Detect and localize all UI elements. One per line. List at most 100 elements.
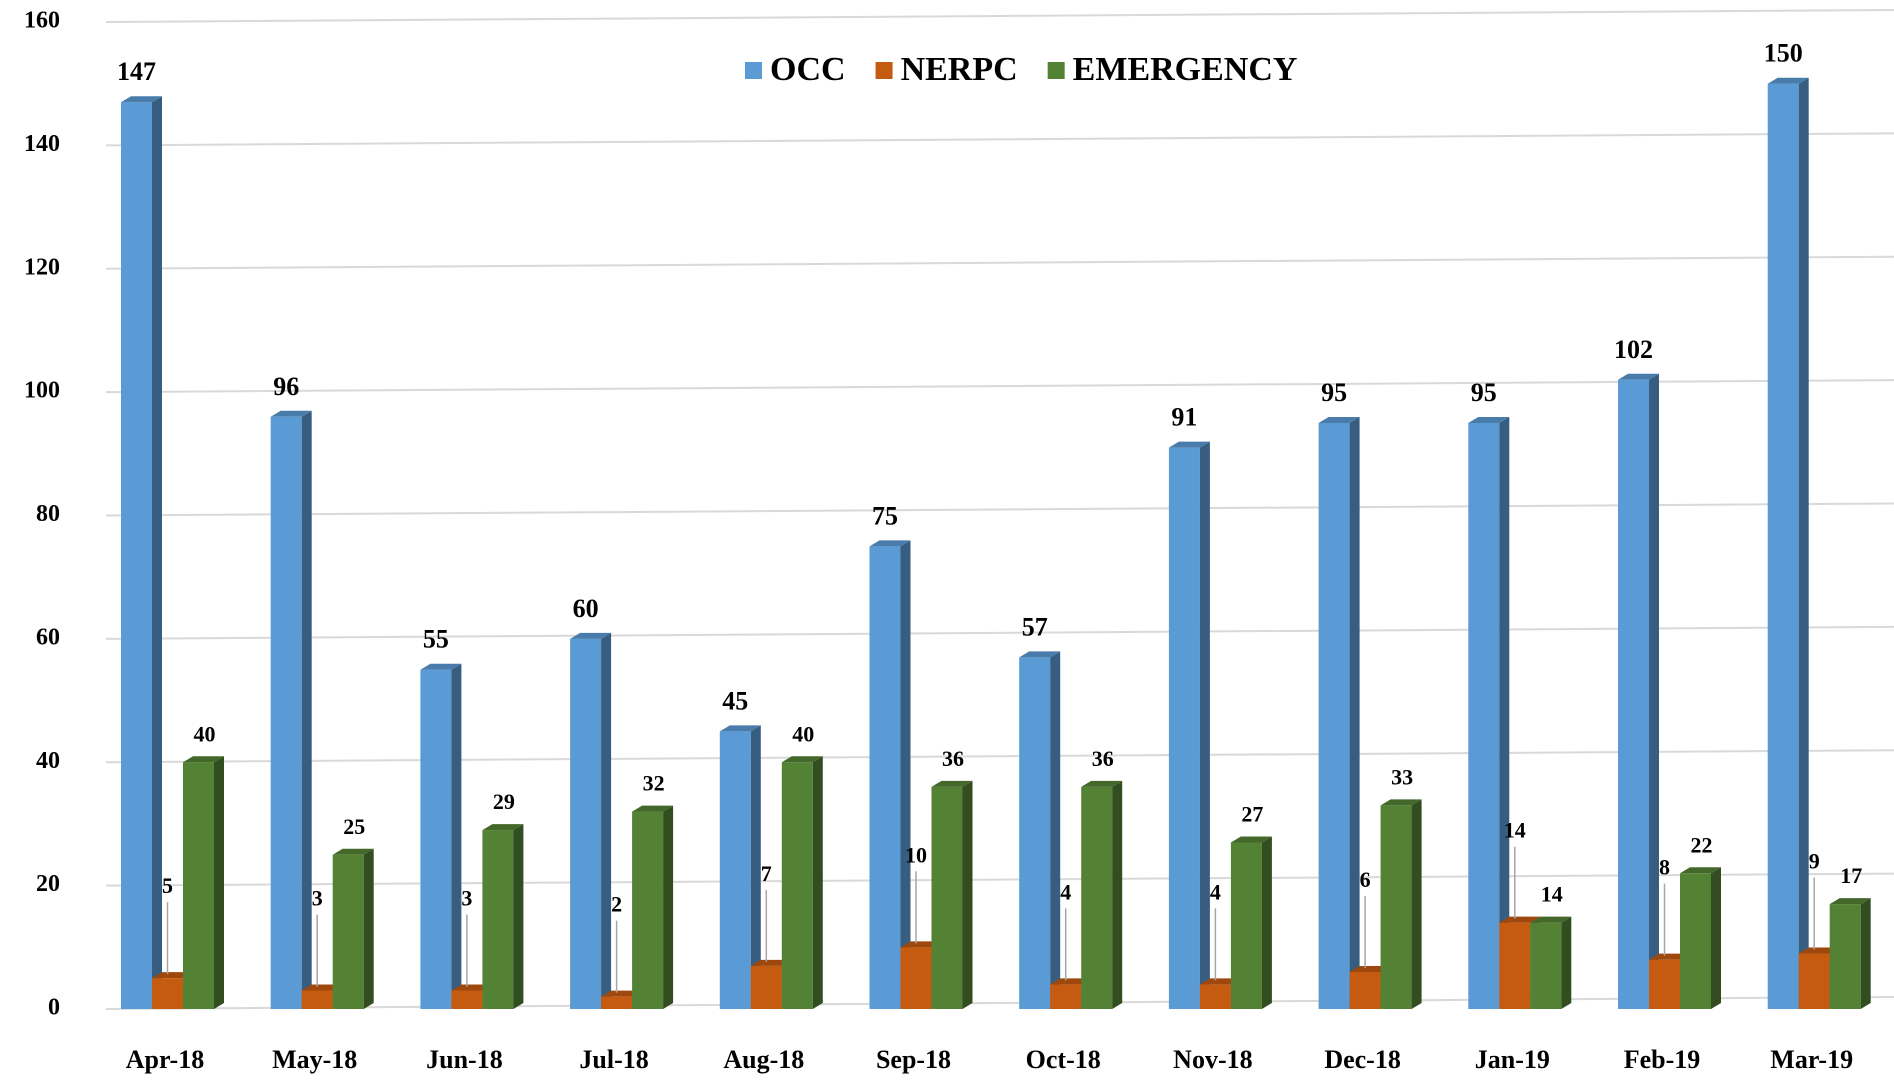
- bar-top: [750, 959, 792, 966]
- bar-front: [719, 731, 751, 1009]
- grid-line: [105, 749, 1894, 764]
- bar-top: [1168, 441, 1210, 448]
- data-label: 14: [1541, 882, 1563, 907]
- bar-front: [1349, 971, 1381, 1009]
- x-tick-label: Oct-18: [1026, 1045, 1101, 1074]
- legend-swatch: [745, 62, 762, 79]
- bar-side: [1411, 799, 1422, 1009]
- bar-top: [1318, 416, 1360, 423]
- y-tick-label: 80: [36, 501, 60, 527]
- data-label: 9: [1809, 849, 1820, 874]
- bar-front: [420, 669, 452, 1009]
- bar-top: [121, 96, 162, 103]
- legend-label: OCC: [770, 51, 846, 88]
- bar-front: [183, 762, 214, 1009]
- bar: [1318, 416, 1360, 1009]
- bar-front: [750, 965, 782, 1009]
- bar: [781, 756, 823, 1009]
- bar: [1380, 799, 1422, 1009]
- grid-line: [105, 625, 1894, 640]
- bar-side: [962, 780, 973, 1009]
- bar-side: [1798, 77, 1809, 1009]
- bar-top: [152, 972, 193, 979]
- data-label: 36: [1092, 746, 1114, 771]
- bar: [1680, 867, 1721, 1009]
- y-tick-label: 60: [36, 624, 60, 650]
- bar-top: [1530, 916, 1572, 923]
- data-label: 3: [312, 886, 323, 911]
- bar-top: [420, 663, 462, 670]
- bar-side: [663, 805, 674, 1009]
- bar-front: [1530, 922, 1562, 1009]
- bar-front: [601, 996, 633, 1009]
- x-tick-label: Apr-18: [126, 1045, 204, 1074]
- bar-top: [1081, 780, 1123, 787]
- bar: [121, 96, 162, 1010]
- bar-top: [270, 410, 312, 417]
- bar-front: [1680, 873, 1711, 1009]
- bar-side: [1349, 416, 1360, 1009]
- grid-line: [105, 9, 1894, 23]
- bar-front: [1649, 959, 1680, 1009]
- bar-top: [931, 780, 973, 787]
- bar-front: [781, 762, 813, 1009]
- x-tick-label: Jun-18: [426, 1045, 503, 1074]
- bar-side: [1112, 780, 1123, 1009]
- data-label: 6: [1360, 867, 1371, 892]
- bar-side: [1499, 416, 1510, 1009]
- bar-side: [451, 663, 462, 1009]
- data-label: 102: [1614, 335, 1653, 364]
- bar-front: [1468, 422, 1500, 1009]
- bar-side: [900, 540, 911, 1009]
- bar: [183, 756, 224, 1009]
- y-tick-label: 160: [24, 8, 60, 34]
- bar-top: [1829, 898, 1871, 905]
- bar: [332, 848, 374, 1009]
- data-label: 95: [1321, 378, 1347, 407]
- bar-side: [513, 824, 524, 1009]
- data-label: 75: [872, 501, 898, 530]
- bar-top: [1618, 373, 1659, 380]
- data-label: 150: [1764, 39, 1803, 68]
- bar-front: [1199, 984, 1231, 1009]
- bar-front: [152, 978, 183, 1009]
- bar-front: [1318, 422, 1350, 1009]
- grid-line: [105, 502, 1894, 517]
- bar-front: [570, 638, 602, 1009]
- bar-front: [1380, 805, 1412, 1009]
- bar-front: [900, 947, 932, 1009]
- data-label: 17: [1840, 863, 1862, 888]
- bar-front: [1019, 657, 1051, 1009]
- bar-top: [1680, 867, 1721, 874]
- bar-side: [1711, 867, 1721, 1009]
- data-label: 25: [343, 814, 365, 839]
- data-label: 95: [1471, 378, 1497, 407]
- grid-line: [105, 872, 1894, 887]
- data-label: 2: [611, 892, 622, 917]
- data-label: 36: [942, 746, 964, 771]
- bar: [570, 632, 612, 1009]
- data-label: 32: [643, 771, 665, 796]
- data-label: 147: [117, 57, 156, 86]
- bar-front: [1798, 953, 1830, 1009]
- bar-top: [451, 984, 493, 991]
- data-label: 29: [493, 789, 515, 814]
- data-label: 8: [1659, 855, 1670, 880]
- bar-side: [750, 725, 761, 1009]
- bar-top: [1380, 799, 1422, 806]
- bar: [1767, 77, 1809, 1009]
- data-label: 60: [573, 594, 599, 623]
- x-tick-label: Aug-18: [723, 1045, 804, 1074]
- bar-side: [1199, 441, 1210, 1009]
- legend-label: NERPC: [901, 51, 1018, 88]
- bar-top: [632, 805, 674, 812]
- bar: [1829, 898, 1871, 1009]
- x-tick-label: Jul-18: [579, 1045, 648, 1074]
- bar: [931, 780, 973, 1009]
- bar-front: [1767, 83, 1799, 1009]
- bar-side: [1860, 898, 1871, 1009]
- bar-side: [1050, 651, 1061, 1009]
- bar-front: [1230, 842, 1262, 1009]
- bar-top: [601, 990, 643, 997]
- data-label: 33: [1391, 764, 1413, 789]
